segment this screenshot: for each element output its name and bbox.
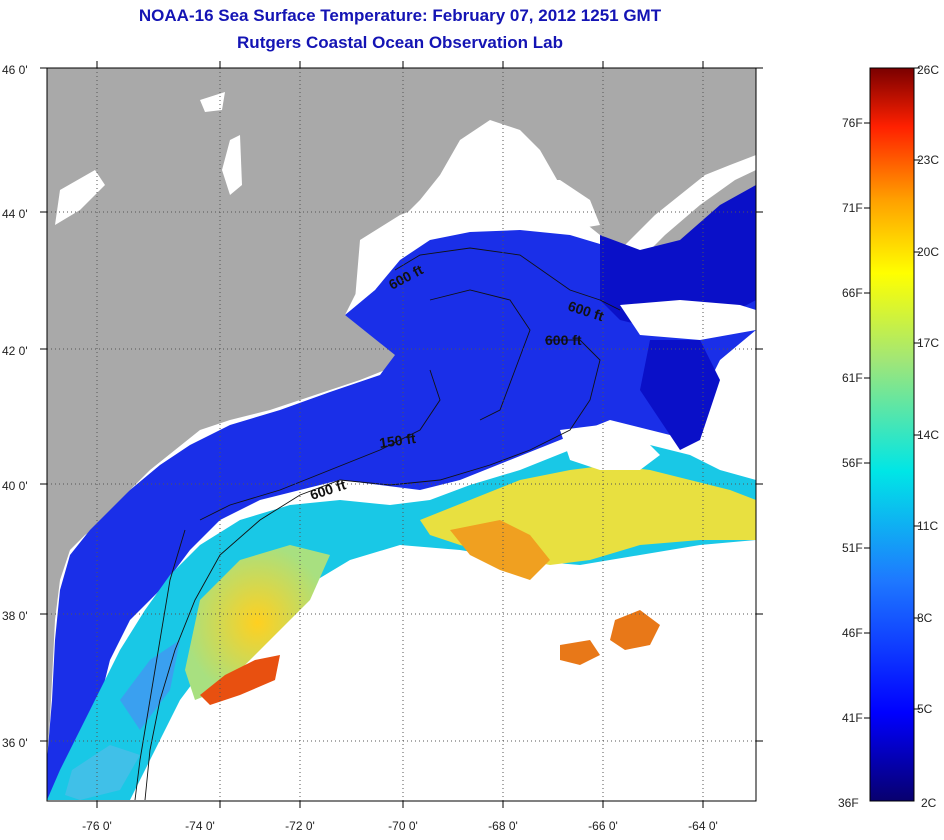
lat-label: 44 0' (2, 207, 28, 221)
colorbar-c-label: 23C (917, 153, 939, 167)
cloud-patch-east (620, 300, 756, 340)
colorbar-f-label: 71F (842, 201, 863, 215)
colorbar-f-label: 41F (842, 711, 863, 725)
map-title: NOAA-16 Sea Surface Temperature: Februar… (138, 6, 662, 25)
contour-line (134, 529, 186, 801)
colorbar-f-label: 36F (838, 796, 859, 810)
south-cyan-patch (65, 745, 140, 800)
lat-label: 40 0' (2, 479, 28, 493)
lake-patch (55, 170, 105, 225)
lon-label: -72 0' (285, 819, 315, 833)
contour-line (429, 289, 531, 421)
lat-label: 42 0' (2, 344, 28, 358)
cold-water-region (47, 185, 756, 800)
lon-label: -74 0' (185, 819, 215, 833)
lon-label: -70 0' (388, 819, 418, 833)
lake-patch (200, 92, 225, 112)
colorbar-f-label: 76F (842, 116, 863, 130)
colorbar-f-label: 51F (842, 541, 863, 555)
contour-line (144, 339, 601, 801)
warm-core (450, 520, 550, 580)
lon-label: -64 0' (688, 819, 718, 833)
map-subtitle: Rutgers Coastal Ocean Observation Lab (237, 33, 563, 52)
lon-label: -76 0' (82, 819, 112, 833)
colorbar-c-label: 11C (917, 519, 938, 533)
contour-label: 150 ft (378, 430, 417, 451)
lon-label: -66 0' (588, 819, 618, 833)
colorbar-c-label: 2C (921, 796, 937, 810)
lon-label: -68 0' (488, 819, 518, 833)
lake-patch (222, 135, 242, 195)
lat-label: 38 0' (2, 609, 28, 623)
lat-label: 36 0' (2, 736, 28, 750)
deep-cold-water-south (640, 340, 720, 450)
contour-line (394, 247, 621, 311)
colorbar-c-label: 5C (917, 702, 933, 716)
colorbar-c-label: 14C (917, 428, 939, 442)
contour-line (199, 369, 441, 521)
colorbar-f-label: 66F (842, 286, 863, 300)
warm-eddy (610, 610, 660, 650)
warm-eddy-small (560, 640, 600, 665)
axis-ticks (40, 61, 763, 808)
map-image (47, 68, 756, 801)
colorbar-f-label: 46F (842, 626, 863, 640)
colorbar-c-label: 17C (917, 336, 939, 350)
colorbar-c-label: 8C (917, 611, 933, 625)
contour-label: 600 ft (545, 332, 582, 348)
colorbar (869, 67, 915, 802)
colorbar-ticks (864, 67, 920, 719)
cloud-patch-south (560, 425, 660, 470)
slope-water-patch (120, 640, 180, 730)
colorbar-c-label: 20C (917, 245, 939, 259)
cloud-patch (355, 180, 600, 300)
colorbar-f-label: 56F (842, 456, 863, 470)
bathymetry-contours (134, 247, 621, 801)
land-mass (47, 68, 756, 760)
map-frame (46, 67, 757, 802)
deep-cold-water (600, 185, 756, 330)
colorbar-c-label: 26C (917, 63, 939, 77)
lat-label: 46 0' (2, 63, 28, 77)
gulf-stream-edge (185, 545, 330, 700)
colorbar-f-label: 61F (842, 371, 863, 385)
